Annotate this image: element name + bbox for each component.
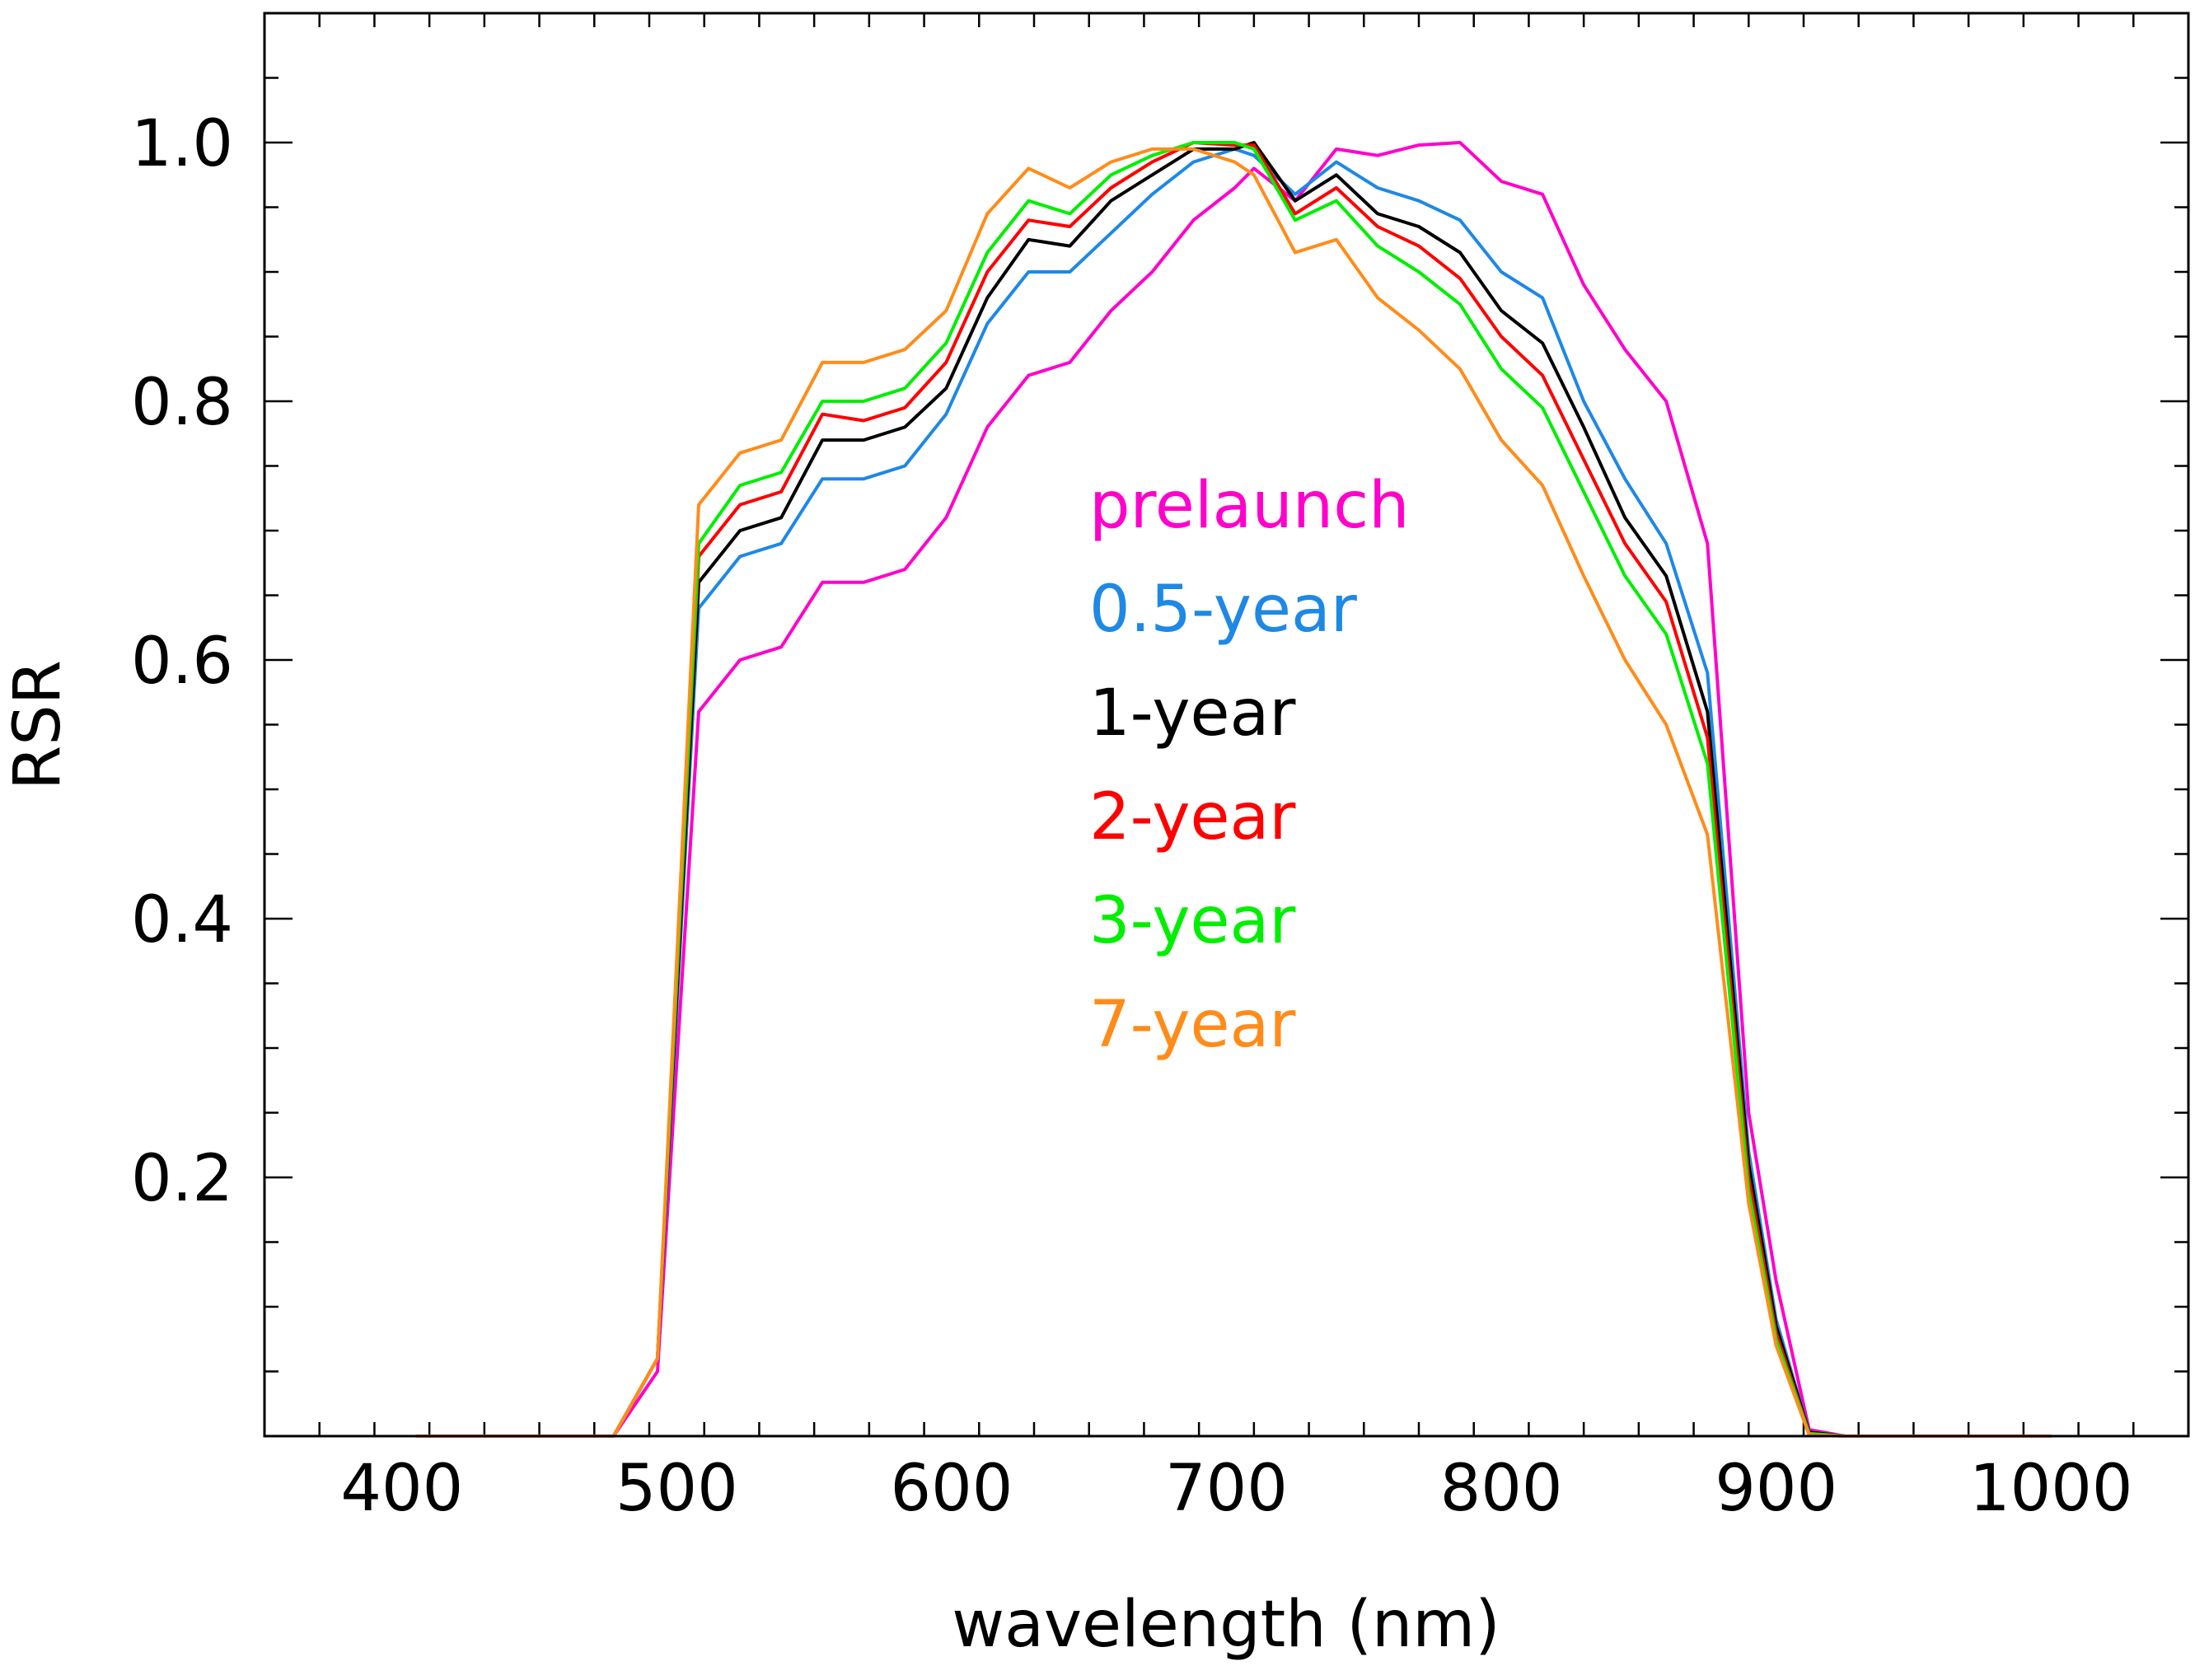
y-tick-label: 0.2 — [131, 1142, 233, 1216]
axis-ticks — [263, 12, 2190, 1438]
x-tick-label: 800 — [1440, 1452, 1563, 1526]
x-tick-label: 700 — [1165, 1452, 1288, 1526]
x-tick-label: 900 — [1715, 1452, 1837, 1526]
x-axis-title: wavelength (nm) — [952, 1588, 1500, 1662]
x-tick-label: 400 — [340, 1452, 463, 1526]
y-tick-label: 0.6 — [131, 625, 233, 699]
y-axis-title: RSR — [1, 660, 75, 790]
legend-entry-1-year: 1-year — [1089, 676, 1296, 751]
series-line-prelaunch — [415, 141, 2052, 1438]
series-line-7-year — [415, 147, 2052, 1438]
y-tick-labels: 0.2 0.4 0.6 0.8 1.0 — [131, 107, 233, 1216]
x-tick-label: 1000 — [1969, 1452, 2133, 1526]
plot-frame — [263, 12, 2190, 1438]
x-tick-label: 500 — [615, 1452, 738, 1526]
y-tick-label: 0.4 — [131, 883, 233, 957]
series-lines — [415, 141, 2052, 1438]
legend-entry-3-year: 3-year — [1089, 884, 1296, 958]
x-tick-label: 600 — [890, 1452, 1013, 1526]
legend: prelaunch 0.5-year 1-year 2-year 3-year 7-yea… — [1089, 469, 1410, 1062]
y-tick-label: 1.0 — [131, 107, 233, 181]
legend-entry-prelaunch: prelaunch — [1089, 469, 1410, 543]
legend-entry-2-year: 2-year — [1089, 780, 1296, 854]
y-tick-label: 0.8 — [131, 366, 233, 440]
legend-entry-0-5-year: 0.5-year — [1089, 573, 1358, 647]
x-tick-labels: 400 500 600 700 800 900 1000 — [340, 1452, 2132, 1526]
legend-entry-7-year: 7-year — [1089, 988, 1296, 1062]
